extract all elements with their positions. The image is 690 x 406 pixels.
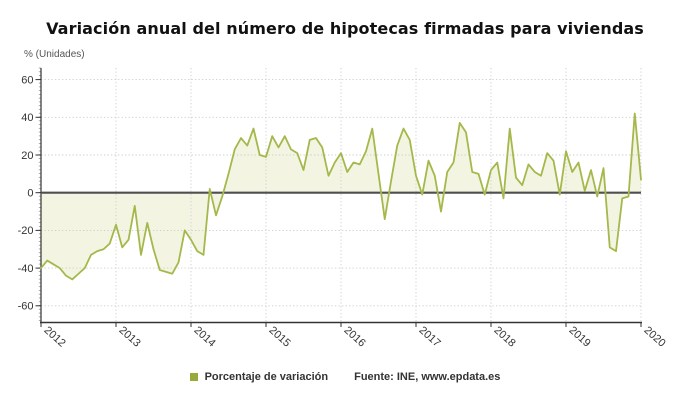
y-axis-unit-label: % (Unidades) xyxy=(24,49,85,60)
y-tick-label: 0 xyxy=(27,188,33,200)
chart-gridlines xyxy=(41,68,642,323)
y-tick-label: 60 xyxy=(21,74,33,86)
x-tick-label: 2020 xyxy=(641,324,667,349)
chart-series-line xyxy=(40,112,642,281)
legend-item-porcentaje[interactable]: Porcentaje de variación xyxy=(189,371,329,383)
x-tick-label: 2012 xyxy=(41,324,67,349)
x-tick-label: 2014 xyxy=(191,324,217,349)
legend-row: Porcentaje de variación Fuente: INE, www… xyxy=(0,369,690,385)
y-axis-labels: 60 40 20 0 -20 -40 -60 xyxy=(18,74,34,312)
y-tick-label: -40 xyxy=(18,263,34,275)
chart-area-fill xyxy=(41,113,641,280)
x-tick-label: 2018 xyxy=(491,324,517,349)
x-tick-label: 2017 xyxy=(416,324,442,349)
x-tick-label: 2016 xyxy=(341,324,367,349)
y-tick-label: -60 xyxy=(18,301,34,313)
chart-title: Variación anual del número de hipotecas … xyxy=(46,19,644,38)
y-tick-label: 20 xyxy=(21,150,33,162)
y-tick-label: -20 xyxy=(18,225,34,237)
x-axis-labels: 2012 2013 2014 2015 2016 2017 2018 2019 2020 xyxy=(41,324,667,349)
x-tick-label: 2013 xyxy=(116,324,142,349)
legend-label: Porcentaje de variación xyxy=(204,371,329,383)
y-axis xyxy=(35,67,42,323)
y-tick-label: 40 xyxy=(21,112,33,124)
x-tick-label: 2015 xyxy=(266,324,292,349)
source-attribution: Fuente: INE, www.epdata.es xyxy=(354,371,501,383)
x-axis xyxy=(40,321,642,327)
x-tick-label: 2019 xyxy=(566,324,592,349)
legend-swatch-icon xyxy=(189,373,198,381)
